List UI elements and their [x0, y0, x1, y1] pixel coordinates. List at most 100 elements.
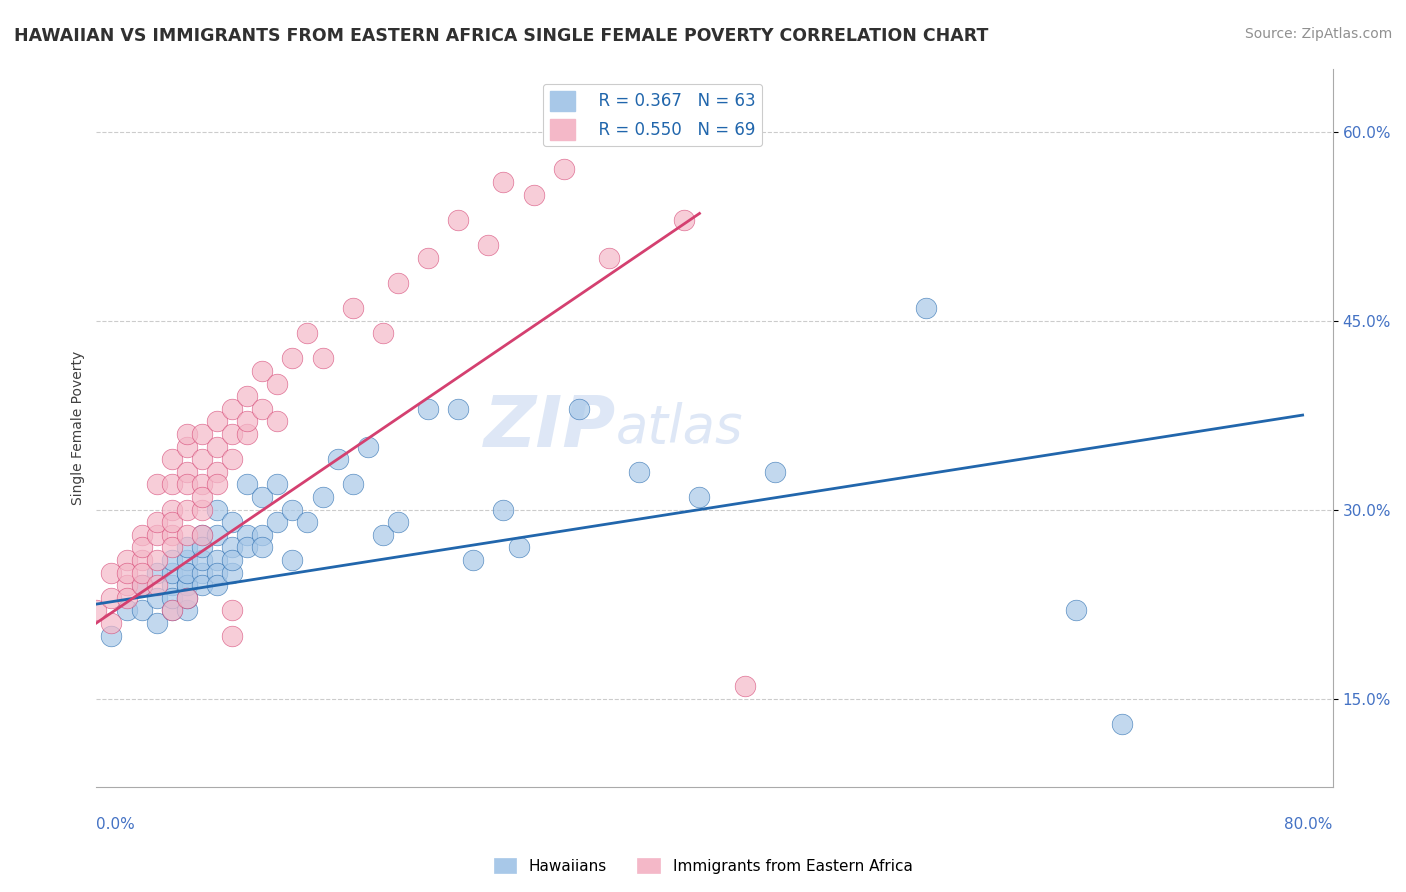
Point — [236, 477, 259, 491]
Point — [477, 238, 499, 252]
Point — [145, 477, 167, 491]
Point — [447, 212, 470, 227]
Point — [628, 465, 651, 479]
Point — [205, 414, 228, 428]
Point — [160, 566, 183, 580]
Point — [236, 528, 259, 542]
Point — [131, 528, 153, 542]
Point — [100, 566, 122, 580]
Point — [191, 502, 214, 516]
Point — [191, 566, 214, 580]
Text: ZIP: ZIP — [484, 393, 616, 462]
Point — [176, 465, 198, 479]
Point — [221, 427, 243, 442]
Point — [191, 541, 214, 555]
Point — [236, 389, 259, 403]
Point — [250, 541, 273, 555]
Point — [100, 591, 122, 605]
Point — [205, 528, 228, 542]
Point — [221, 515, 243, 529]
Point — [492, 502, 515, 516]
Point — [236, 427, 259, 442]
Point — [145, 566, 167, 580]
Point — [281, 351, 304, 366]
Point — [176, 566, 198, 580]
Point — [100, 629, 122, 643]
Point — [371, 528, 394, 542]
Point — [160, 553, 183, 567]
Point — [311, 490, 333, 504]
Text: 80.0%: 80.0% — [1285, 817, 1333, 832]
Point — [568, 401, 591, 416]
Point — [326, 452, 349, 467]
Text: Source: ZipAtlas.com: Source: ZipAtlas.com — [1244, 27, 1392, 41]
Point — [416, 251, 439, 265]
Point — [145, 615, 167, 630]
Point — [342, 477, 364, 491]
Point — [221, 603, 243, 617]
Point — [763, 465, 786, 479]
Point — [160, 515, 183, 529]
Point — [553, 162, 575, 177]
Point — [145, 591, 167, 605]
Point — [145, 515, 167, 529]
Point — [236, 414, 259, 428]
Point — [387, 276, 409, 290]
Point — [914, 301, 936, 315]
Point — [250, 401, 273, 416]
Legend:   R = 0.367   N = 63,   R = 0.550   N = 69: R = 0.367 N = 63, R = 0.550 N = 69 — [543, 84, 762, 146]
Point — [191, 427, 214, 442]
Point — [191, 477, 214, 491]
Point — [297, 515, 319, 529]
Point — [176, 603, 198, 617]
Text: 0.0%: 0.0% — [97, 817, 135, 832]
Point — [205, 566, 228, 580]
Point — [176, 528, 198, 542]
Point — [357, 440, 380, 454]
Point — [266, 414, 288, 428]
Point — [160, 528, 183, 542]
Point — [131, 603, 153, 617]
Point — [311, 351, 333, 366]
Point — [371, 326, 394, 341]
Point — [266, 376, 288, 391]
Point — [176, 440, 198, 454]
Point — [131, 578, 153, 592]
Point — [115, 566, 138, 580]
Text: atlas: atlas — [616, 401, 744, 454]
Point — [86, 603, 108, 617]
Point — [387, 515, 409, 529]
Point — [131, 541, 153, 555]
Point — [221, 401, 243, 416]
Point — [281, 553, 304, 567]
Point — [160, 477, 183, 491]
Point — [191, 452, 214, 467]
Point — [176, 553, 198, 567]
Point — [145, 578, 167, 592]
Point — [115, 578, 138, 592]
Point — [221, 566, 243, 580]
Point — [205, 440, 228, 454]
Point — [176, 578, 198, 592]
Point — [1111, 716, 1133, 731]
Point — [205, 578, 228, 592]
Point — [205, 477, 228, 491]
Y-axis label: Single Female Poverty: Single Female Poverty — [72, 351, 86, 505]
Point — [131, 566, 153, 580]
Point — [160, 591, 183, 605]
Legend: Hawaiians, Immigrants from Eastern Africa: Hawaiians, Immigrants from Eastern Afric… — [488, 852, 918, 880]
Point — [176, 578, 198, 592]
Point — [160, 452, 183, 467]
Point — [523, 187, 546, 202]
Point — [266, 515, 288, 529]
Point — [145, 528, 167, 542]
Point — [689, 490, 711, 504]
Point — [160, 541, 183, 555]
Point — [266, 477, 288, 491]
Point — [508, 541, 530, 555]
Point — [115, 603, 138, 617]
Point — [447, 401, 470, 416]
Point — [160, 603, 183, 617]
Point — [205, 502, 228, 516]
Text: HAWAIIAN VS IMMIGRANTS FROM EASTERN AFRICA SINGLE FEMALE POVERTY CORRELATION CHA: HAWAIIAN VS IMMIGRANTS FROM EASTERN AFRI… — [14, 27, 988, 45]
